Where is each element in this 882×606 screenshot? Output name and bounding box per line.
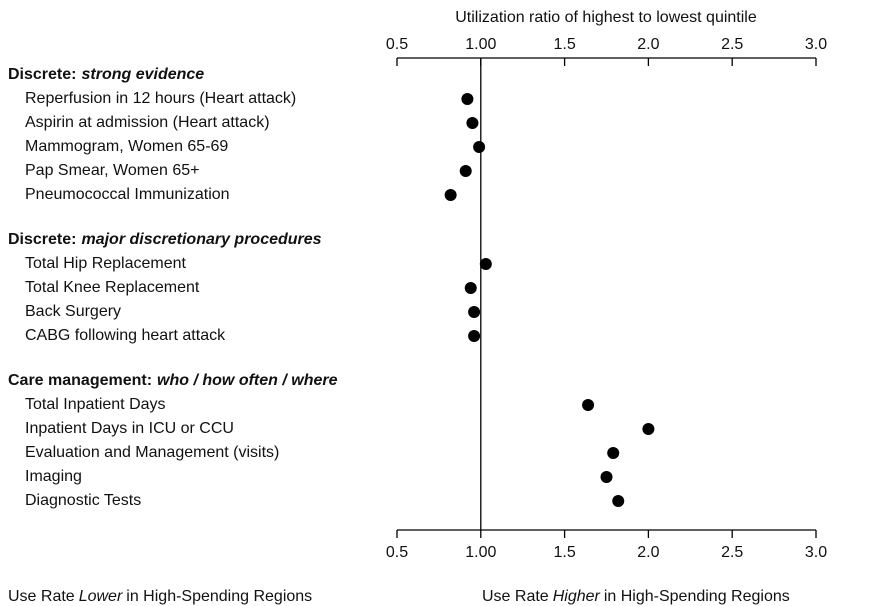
- dot: [642, 423, 655, 435]
- row-label: Aspirin at admission (Heart attack): [25, 114, 270, 131]
- x-tick-label: 0.5: [386, 36, 408, 53]
- x-tick-label: 1.00: [465, 36, 496, 53]
- row-label: Imaging: [25, 468, 82, 485]
- row-label: Diagnostic Tests: [25, 492, 141, 509]
- x-tick-label: 3.0: [805, 36, 827, 53]
- x-tick-label: 2.0: [637, 36, 659, 53]
- group-header: Care management: who / how often / where: [8, 372, 338, 389]
- row-label: Total Hip Replacement: [25, 255, 187, 272]
- row-label: Mammogram, Women 65-69: [25, 138, 228, 155]
- note: Use Rate Higher in High-Spending Regions: [482, 588, 790, 605]
- group-sublabel: who / how often / where: [157, 372, 338, 389]
- dot: [479, 258, 492, 270]
- x-tick-label: 0.5: [386, 544, 408, 561]
- group-label: Care management:: [8, 372, 152, 389]
- x-tick-label: 2.5: [721, 544, 743, 561]
- dot: [473, 141, 486, 153]
- group-label: Discrete:: [8, 231, 76, 248]
- dot: [444, 189, 457, 201]
- x-tick-label: 1.00: [465, 544, 496, 561]
- row-label: Evaluation and Management (visits): [25, 444, 279, 461]
- note-part: Use Rate: [8, 588, 75, 605]
- dot: [612, 495, 625, 507]
- note-part: in High-Spending Regions: [604, 588, 790, 605]
- x-tick-label: 2.5: [721, 36, 743, 53]
- row-label: Back Surgery: [25, 303, 121, 320]
- dot: [607, 447, 620, 459]
- dot: [468, 306, 481, 318]
- note-part: Lower: [79, 588, 123, 605]
- x-axis-label: Utilization ratio of highest to lowest q…: [455, 9, 757, 26]
- dot: [461, 93, 474, 105]
- row-label: Total Inpatient Days: [25, 396, 166, 413]
- x-tick-label: 2.0: [637, 544, 659, 561]
- group-sublabel: major discretionary procedures: [81, 231, 321, 248]
- dot: [464, 282, 477, 294]
- row-label: Inpatient Days in ICU or CCU: [25, 420, 234, 437]
- group-header: Discrete: strong evidence: [8, 66, 204, 83]
- x-tick-label: 3.0: [805, 544, 827, 561]
- x-tick-label: 1.5: [553, 36, 575, 53]
- group-label: Discrete:: [8, 66, 76, 83]
- note-part: in High-Spending Regions: [126, 588, 312, 605]
- row-label: Total Knee Replacement: [25, 279, 200, 296]
- note: Use Rate Lower in High-Spending Regions: [8, 588, 312, 605]
- group-header: Discrete: major discretionary procedures: [8, 231, 322, 248]
- dot: [466, 117, 479, 129]
- dot: [582, 399, 595, 411]
- row-label: Pneumococcal Immunization: [25, 186, 230, 203]
- row-label: Pap Smear, Women 65+: [25, 162, 199, 179]
- row-label: Reperfusion in 12 hours (Heart attack): [25, 90, 296, 107]
- group-sublabel: strong evidence: [81, 66, 204, 83]
- note-part: Higher: [553, 588, 601, 605]
- row-label: CABG following heart attack: [25, 327, 226, 344]
- dot: [600, 471, 613, 483]
- note-part: Use Rate: [482, 588, 549, 605]
- dot: [468, 330, 481, 342]
- x-tick-label: 1.5: [553, 544, 575, 561]
- dot: [459, 165, 472, 177]
